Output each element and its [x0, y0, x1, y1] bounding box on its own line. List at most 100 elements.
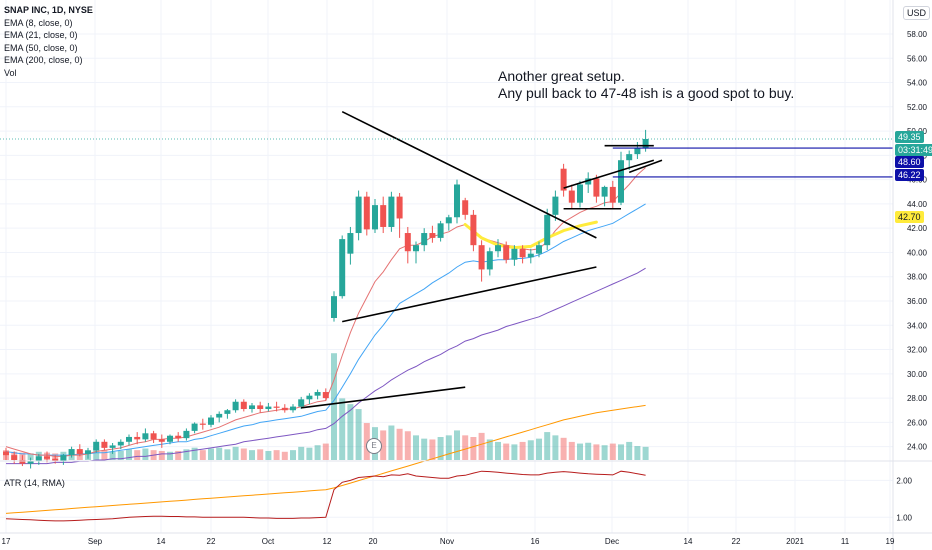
volume-bar: [445, 435, 452, 460]
volume-bar: [208, 448, 214, 460]
volume-bar: [199, 450, 206, 460]
candle-body: [19, 460, 26, 464]
volume-bar: [478, 432, 485, 460]
time-tick-label: 16: [531, 537, 540, 546]
candle-body: [478, 245, 485, 270]
volume-bar: [298, 446, 305, 460]
candle-body: [76, 449, 83, 454]
time-tick-label: 14: [157, 537, 166, 546]
candle-body: [388, 196, 395, 227]
candle-body: [552, 196, 559, 215]
candle-body: [618, 160, 624, 203]
trendline: [301, 386, 466, 409]
atr-tick-label: 2.00: [896, 476, 912, 485]
candle-body: [183, 430, 190, 439]
candle-body: [290, 406, 296, 411]
volume-bar: [191, 447, 198, 460]
volume-bar: [429, 439, 436, 460]
candle-body: [126, 436, 132, 442]
ema-value-badge: 42.70: [895, 211, 924, 223]
time-tick-label: Dec: [605, 537, 619, 546]
time-tick-label: 12: [323, 537, 332, 546]
volume-bar: [224, 449, 231, 460]
volume-bar: [601, 445, 608, 460]
time-tick-label: 22: [732, 537, 741, 546]
volume-bar: [175, 450, 182, 460]
volume-bar: [167, 451, 173, 460]
candle-body: [60, 455, 67, 462]
price-tick-label: 42.00: [907, 224, 928, 233]
candle-body: [462, 200, 469, 215]
price-tick-label: 30.00: [907, 370, 928, 379]
volume-bar: [511, 444, 518, 460]
symbol-line: SNAP INC, 1D, NYSE: [4, 5, 93, 15]
candle-body: [298, 399, 305, 407]
volume-bar: [347, 404, 354, 460]
candle-body: [257, 405, 264, 410]
countdown-badge: 03:31:49: [895, 144, 932, 156]
trend-drawings: [301, 110, 663, 409]
candle-body: [142, 433, 149, 440]
trendline: [341, 110, 597, 239]
trendline: [628, 159, 663, 174]
earnings-icon[interactable]: E: [366, 438, 382, 454]
candle-body: [3, 451, 9, 456]
trendline: [342, 266, 597, 323]
ema200-line: [5, 404, 646, 514]
volume-bar: [331, 353, 337, 460]
volume-bar: [585, 442, 592, 460]
time-tick-label: 2021: [786, 537, 804, 546]
volume-bar: [495, 441, 501, 460]
volume-bar: [437, 437, 444, 460]
volume-bar: [454, 430, 460, 460]
volume-bar: [249, 450, 255, 460]
candle-body: [68, 449, 75, 456]
volume-bar: [568, 441, 575, 460]
price-tick-label: 32.00: [907, 346, 928, 355]
volume-bar: [134, 450, 141, 460]
candle-body: [511, 248, 518, 260]
price-tick-label: 40.00: [907, 248, 928, 257]
candle-body: [601, 186, 608, 197]
volume-bar: [109, 451, 116, 460]
candle-body: [101, 441, 108, 448]
candle-body: [626, 154, 633, 161]
volume-bar: [101, 450, 108, 460]
candle-body: [503, 245, 510, 260]
volume-bar: [470, 437, 477, 460]
candle-body: [355, 196, 362, 234]
level-lower-badge: 46.22: [895, 169, 924, 181]
atr-label: ATR (14, RMA): [4, 478, 65, 488]
volume-bar: [634, 446, 641, 460]
candle-body: [577, 184, 583, 203]
candle-body: [322, 392, 329, 399]
volume-bar: [577, 443, 583, 460]
candles: [3, 129, 649, 469]
price-tick-label: 44.00: [907, 200, 928, 209]
legend-ema21: EMA (21, close, 0): [4, 30, 78, 40]
volume-bar: [560, 437, 567, 460]
candle-body: [568, 190, 575, 203]
candle-body: [93, 441, 100, 451]
candle-body: [314, 392, 321, 396]
candle-body: [347, 233, 354, 254]
candle-body: [495, 245, 501, 252]
volume-bar: [593, 444, 600, 460]
volume-bar: [232, 446, 239, 460]
time-tick-label: 22: [207, 537, 216, 546]
volume-bar: [618, 444, 624, 460]
chart-legend: SNAP INC, 1D, NYSE EMA (8, close, 0) EMA…: [4, 4, 93, 79]
currency-badge[interactable]: USD: [903, 6, 931, 20]
candle-body: [240, 401, 247, 410]
candle-body: [199, 423, 206, 425]
candle-body: [216, 413, 223, 418]
candle-body: [191, 423, 198, 431]
candle-body: [117, 441, 124, 446]
candle-body: [560, 168, 567, 191]
candle-body: [265, 406, 272, 410]
volume-bar: [281, 451, 288, 460]
candle-body: [134, 436, 141, 440]
volume-bar: [314, 445, 321, 460]
candle-body: [109, 445, 116, 448]
